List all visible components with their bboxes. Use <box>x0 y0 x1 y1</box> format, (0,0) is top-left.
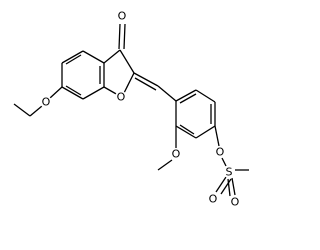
bonds <box>13 23 249 197</box>
atom-label: O <box>209 193 218 206</box>
atom-label: O <box>231 196 240 209</box>
atom-label: O <box>172 148 181 161</box>
atom-label: O <box>118 10 127 23</box>
molecule-diagram: O O O O O S O O <box>13 10 249 209</box>
atom-label: O <box>117 91 126 104</box>
atom-labels: O O O O O S O O <box>40 10 241 209</box>
atom-label: O <box>42 96 51 109</box>
atom-label: S <box>226 166 233 179</box>
atom-label: O <box>216 146 225 159</box>
